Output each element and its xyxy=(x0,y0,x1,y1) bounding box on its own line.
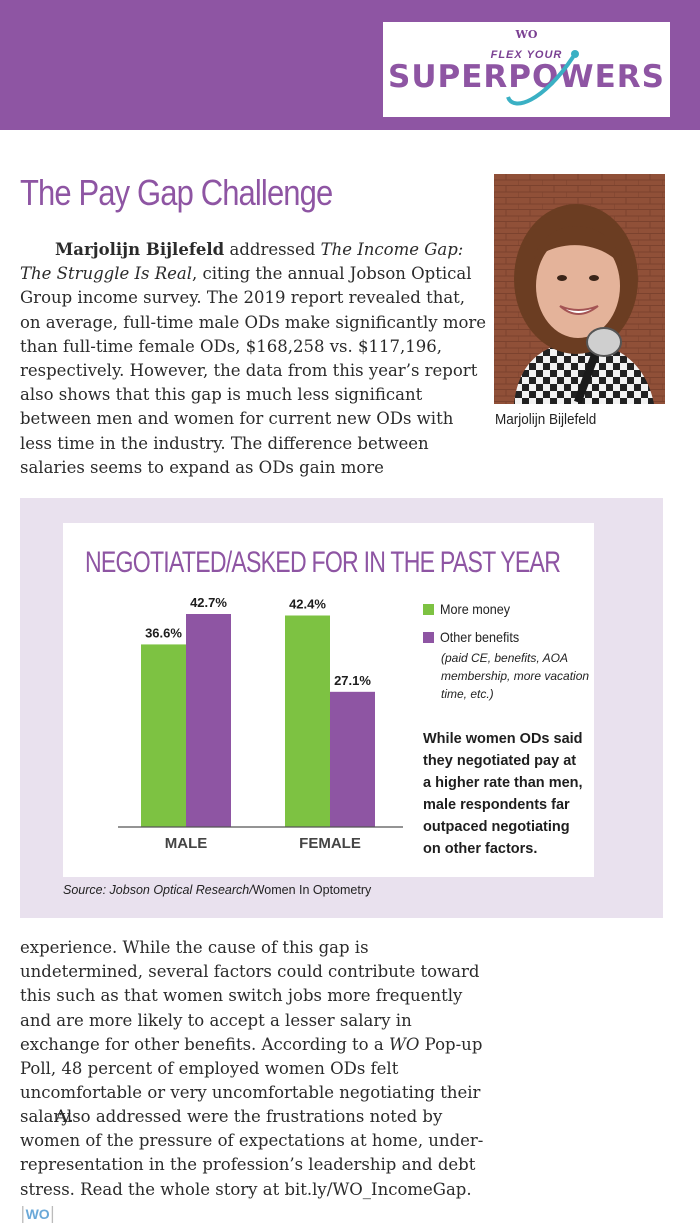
portrait-photo xyxy=(494,174,665,404)
data-label: 42.7% xyxy=(190,595,227,610)
talk-title: The Income Gap: The Struggle Is Real xyxy=(20,240,464,284)
article-title: The Pay Gap Challenge xyxy=(20,172,333,213)
data-label: 36.6% xyxy=(145,625,182,640)
chart-title: NEGOTIATED/ASKED FOR IN THE PAST YEAR xyxy=(85,546,561,579)
legend-note: (paid CE, benefits, AOA membership, more… xyxy=(441,651,590,701)
logo-top-text: FLEX YOUR xyxy=(490,49,563,61)
p3-text-a: experience. While the cause of this gap … xyxy=(20,938,480,1054)
article-paragraph-2: experience. While the cause of this gap … xyxy=(20,936,495,1130)
chart-annotation: While women ODs said they negotiated pay… xyxy=(423,731,583,857)
data-label: 27.1% xyxy=(334,673,371,688)
bar xyxy=(186,614,231,827)
p1-text-a: addressed xyxy=(224,240,321,259)
logo-main-text: SUPERPOWERS xyxy=(388,59,665,95)
bar xyxy=(330,691,375,827)
photo-caption: Marjolijn Bijlefeld xyxy=(495,411,597,428)
chart-panel: NEGOTIATED/ASKED FOR IN THE PAST YEAR 36… xyxy=(20,498,663,918)
speaker-name: Marjolijn Bijlefeld xyxy=(55,240,225,259)
end-mark: WO xyxy=(25,1205,50,1222)
logo-wo-mark: WO xyxy=(515,28,538,41)
bar xyxy=(141,644,186,827)
legend-swatch-purple xyxy=(423,632,434,643)
chart-card: NEGOTIATED/ASKED FOR IN THE PAST YEAR 36… xyxy=(63,523,594,877)
p4-text: Also addressed were the frustrations not… xyxy=(20,1107,484,1199)
wo-italic: WO xyxy=(388,1034,420,1054)
bar xyxy=(285,615,330,827)
legend-swatch-green xyxy=(423,604,434,615)
legend-label: More money xyxy=(440,601,511,617)
source-label: Source: Jobson Optical Research/ xyxy=(63,883,253,897)
p3-text-b: Pop-up Poll, 48 percent of employed wome… xyxy=(20,1034,483,1127)
p1-text-b: , citing the annual Jobson Optical Group… xyxy=(20,264,487,477)
bar-chart: 36.6% 42.7% MALE 42.4% 27.1% FEMALE xyxy=(118,595,403,852)
chart-source: Source: Jobson Optical Research/Women In… xyxy=(63,883,371,897)
article-paragraph-1: Marjolijn Bijlefeld addressed The Income… xyxy=(20,238,490,480)
category-label: FEMALE xyxy=(299,835,361,852)
category-label: MALE xyxy=(165,835,208,852)
source-name: Women In Optometry xyxy=(252,883,372,897)
article-paragraph-3: Also addressed were the frustrations not… xyxy=(20,1107,484,1223)
data-label: 42.4% xyxy=(289,596,326,611)
swoosh-figure-icon xyxy=(506,50,579,106)
legend-label: Other benefits xyxy=(440,629,520,645)
flex-your-superpowers-logo: WO FLEX YOUR SUPERPOWERS xyxy=(383,22,670,117)
